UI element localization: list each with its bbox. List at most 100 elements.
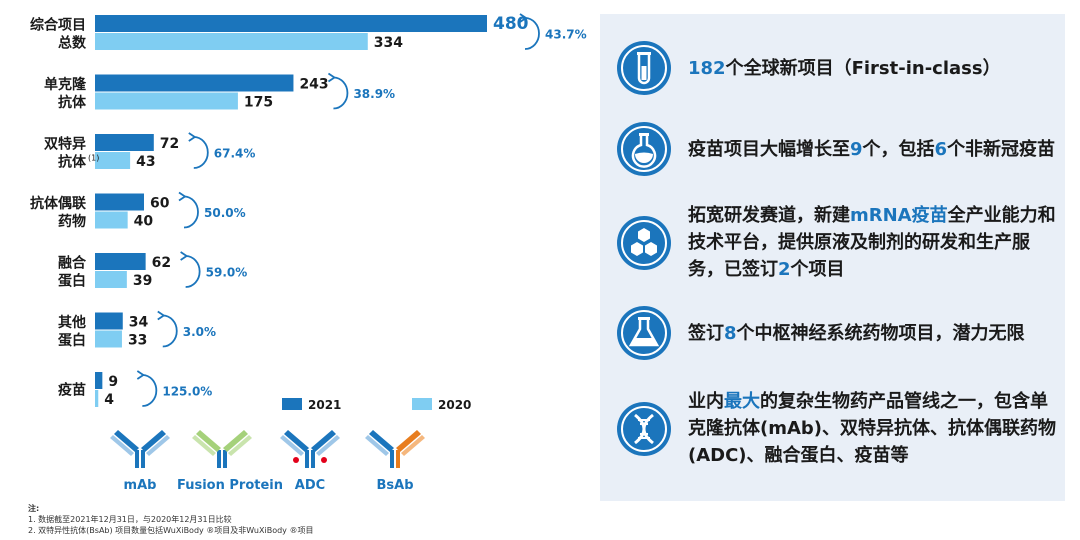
growth-arrowhead — [188, 132, 197, 142]
growth-arrowhead — [136, 370, 145, 380]
bar-2020 — [95, 271, 127, 288]
notes-title: 注: — [28, 504, 40, 513]
adc-antibody-icon — [280, 430, 340, 468]
growth-label: 3.0% — [183, 325, 216, 339]
antibody-label: ADC — [294, 478, 326, 493]
category-label: 融合 — [58, 255, 87, 272]
test-tube-icon — [617, 41, 671, 95]
highlight-segment: 个项目 — [790, 259, 845, 280]
growth-arrowhead — [180, 251, 189, 261]
highlight-item: 182个全球新项目（First-in-class） — [616, 40, 1061, 96]
highlight-segment: 业内 — [688, 391, 724, 412]
antibody-label: Fusion Protein — [177, 478, 284, 493]
antibody-type-fusion: Fusion Protein — [177, 430, 284, 493]
bsab-antibody-icon — [365, 430, 425, 468]
highlight-text: 182个全球新项目（First-in-class） — [688, 55, 1001, 82]
highlight-item: 疫苗项目大幅增长至9个，包括6个非新冠疫苗 — [616, 121, 1061, 177]
bar-2021 — [95, 193, 144, 211]
category-label: 总数 — [58, 35, 87, 52]
category-label: 抗体 — [58, 154, 87, 171]
category-label: 蛋白 — [58, 273, 86, 290]
category-label: 蛋白 — [58, 332, 86, 349]
growth-arrowhead — [519, 13, 528, 23]
growth-arrowhead — [327, 72, 337, 83]
highlight-segment: 全产业能力和技术平台，提供原液及制剂的研发和生产服务，已签订 — [688, 205, 1056, 280]
bar-chart: 480334综合项目总数43.7%243175单克隆抗体38.9%7243双特异… — [30, 13, 587, 412]
bar-2021 — [95, 253, 146, 270]
bar-2020 — [95, 33, 368, 50]
category-label: 双特异 — [44, 136, 86, 153]
category-label: 药物 — [58, 213, 86, 230]
highlight-segment: 个，包括 — [862, 138, 935, 160]
data-label-2020: 40 — [134, 214, 154, 230]
growth-arrow — [333, 76, 349, 110]
growth-label: 67.4% — [214, 147, 256, 161]
category-label: 综合项目 — [30, 17, 86, 34]
growth-arrow — [193, 136, 209, 169]
growth-arrowhead — [178, 191, 187, 202]
highlight-segment: 疫苗项目大幅增长至 — [688, 138, 850, 160]
legend-swatch-2021 — [282, 398, 302, 410]
highlight-segment: 的复杂生物药产品管线之一，包含单克隆抗体(mAb)、双特异抗体、抗体偶联药物(A… — [688, 391, 1057, 466]
growth-arrow — [183, 195, 199, 229]
legend-swatch-2020 — [412, 398, 432, 410]
data-label-2021: 243 — [299, 77, 328, 93]
beaker-icon — [617, 306, 671, 360]
data-label-2020: 39 — [133, 273, 152, 289]
highlight-segment: 拓宽研发赛道，新建 — [688, 205, 850, 226]
highlight-text: 疫苗项目大幅增长至9个，包括6个非新冠疫苗 — [688, 136, 1055, 163]
antibody-type-bsab: BsAb — [350, 430, 440, 493]
highlight-item: 业内最大的复杂生物药产品管线之一，包含单克隆抗体(mAb)、双特异抗体、抗体偶联… — [616, 388, 1061, 469]
growth-arrow — [185, 255, 201, 288]
antibody-types: mAb Fusion Protein ADC BsAb — [95, 430, 455, 500]
bar-2020 — [95, 390, 99, 407]
antibody-type-mab: mAb — [95, 430, 185, 493]
highlights-panel: 182个全球新项目（First-in-class） 疫苗项目大幅增长至9个，包括… — [600, 14, 1065, 501]
flask-icon — [617, 122, 671, 176]
bar-2021 — [95, 74, 294, 92]
category-label: 单克隆 — [44, 76, 87, 93]
growth-label: 43.7% — [545, 28, 587, 42]
data-label-2021: 9 — [108, 374, 118, 390]
data-label-2021: 60 — [150, 196, 170, 212]
data-label-2020: 175 — [244, 95, 273, 111]
bar-2021 — [95, 15, 487, 32]
growth-arrow — [162, 314, 178, 348]
note-line: 2. 双特异性抗体(BsAb) 项目数量包括WuXiBody ®项目及非WuXi… — [28, 526, 314, 535]
bar-2021 — [95, 134, 154, 151]
highlight-emphasis: 最大 — [724, 391, 760, 412]
mab-antibody-icon — [110, 430, 170, 468]
highlight-emphasis: 8 — [724, 322, 737, 344]
highlight-segment: 个中枢神经系统药物项目，潜力无限 — [736, 322, 1025, 344]
highlight-segment: 个非新冠疫苗 — [947, 138, 1056, 160]
bar-2020 — [95, 211, 128, 229]
antibody-label: mAb — [123, 478, 157, 493]
note-line: 1. 数据截至2021年12月31日，与2020年12月31日比较 — [28, 515, 232, 524]
antibody-label: BsAb — [376, 478, 414, 493]
molecule-icon — [617, 215, 671, 270]
legend-label-2021: 2021 — [308, 398, 341, 412]
category-label: 抗体 — [58, 94, 87, 111]
highlight-item: 签订8个中枢神经系统药物项目，潜力无限 — [616, 305, 1061, 361]
bar-2021 — [95, 312, 123, 330]
highlight-emphasis: 9 — [850, 138, 863, 160]
data-label-2021: 480 — [493, 14, 529, 34]
antibody-type-adc: ADC — [265, 430, 355, 493]
category-superscript: (1) — [88, 154, 99, 163]
data-label-2021: 72 — [160, 136, 179, 152]
fusion-protein-icon — [192, 430, 252, 468]
bar-2021 — [95, 372, 103, 389]
highlight-text: 签订8个中枢神经系统药物项目，潜力无限 — [688, 320, 1025, 347]
data-label-2020: 43 — [136, 154, 155, 170]
growth-arrow — [142, 374, 158, 407]
growth-label: 125.0% — [162, 385, 212, 399]
growth-label: 38.9% — [353, 87, 395, 101]
highlight-emphasis: mRNA疫苗 — [850, 205, 948, 226]
bar-2020 — [95, 152, 131, 169]
category-label: 疫苗 — [58, 382, 86, 399]
growth-arrow — [524, 17, 540, 50]
data-label-2020: 33 — [128, 333, 147, 349]
highlight-text: 拓宽研发赛道，新建mRNA疫苗全产业能力和技术平台，提供原液及制剂的研发和生产服… — [688, 202, 1061, 283]
legend-label-2020: 2020 — [438, 398, 471, 412]
bar-2020 — [95, 330, 122, 348]
